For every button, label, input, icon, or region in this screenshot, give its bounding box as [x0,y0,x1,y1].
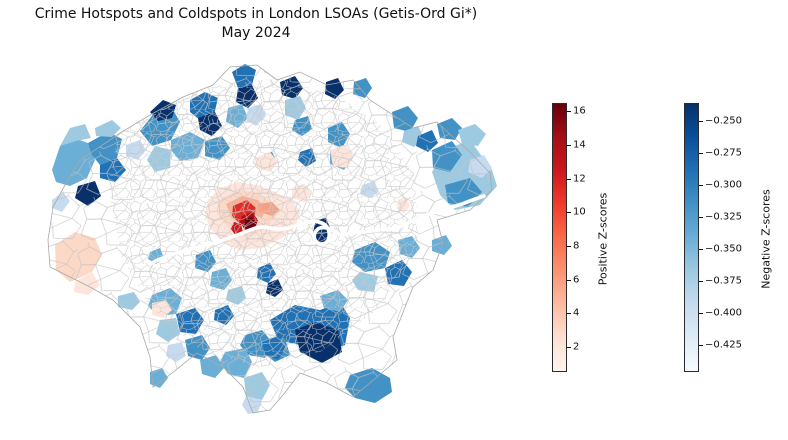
colorbar-tick-mark [699,249,703,251]
negative-colorbar-axis-label: Negative Z-scores [759,189,773,289]
colorbar-tick-label: 4 [573,307,580,319]
lsoa-cluster [95,120,121,137]
colorbar-tick-label: 14 [573,139,586,151]
positive-colorbar-axis-label: Positive Z-scores [596,192,610,286]
colorbar-tick-label: −0.400 [705,307,743,319]
colorbar-tick-label: 6 [573,274,580,286]
colorbar-tick-label: 12 [573,173,586,185]
positive-colorbar [552,103,567,372]
colorbar-tick-label: −0.350 [705,243,743,255]
colorbar-tick-mark [567,245,571,247]
title-line1: Crime Hotspots and Coldspots in London L… [34,6,478,22]
colorbar-tick-label: −0.425 [705,339,743,351]
colorbar-tick-mark [567,346,571,348]
colorbar-tick-mark [567,212,571,214]
colorbar-tick-label: −0.375 [705,275,743,287]
lsoa-cluster [458,124,486,146]
colorbar-tick-mark [699,217,703,218]
london-choropleth-map [47,64,497,414]
colorbar-tick-label: 16 [573,105,586,117]
colorbar-tick-label: 8 [573,240,580,252]
river-thames [148,194,486,266]
colorbar-tick-mark [567,313,571,315]
colorbar-tick-mark [699,152,703,154]
colorbar-tick-label: −0.275 [705,147,743,159]
negative-colorbar [684,103,699,372]
colorbar-tick-mark [699,281,703,283]
lsoa-cluster [60,124,91,146]
figure-title: Crime Hotspots and Coldspots in London L… [0,5,512,43]
colorbar-tick-label: −0.300 [705,179,743,191]
colorbar-tick-mark [567,111,571,113]
colorbar-tick-label: 2 [573,341,580,353]
colorbar-tick-mark [699,313,703,315]
colorbar-tick-mark [567,279,571,281]
colorbar-tick-mark [699,345,703,347]
colorbar-tick-label: −0.325 [705,211,743,223]
colorbar-tick-mark [699,120,703,122]
colorbar-tick-label: −0.250 [705,115,743,127]
london-boundary-outline [47,64,493,414]
title-line2: May 2024 [221,25,291,41]
colorbar-tick-mark [567,145,571,147]
colorbar-tick-mark [699,184,703,186]
colorbar-tick-mark [567,178,571,180]
lsoa-mesh [48,65,492,413]
colorbar-tick-label: 10 [573,206,586,218]
